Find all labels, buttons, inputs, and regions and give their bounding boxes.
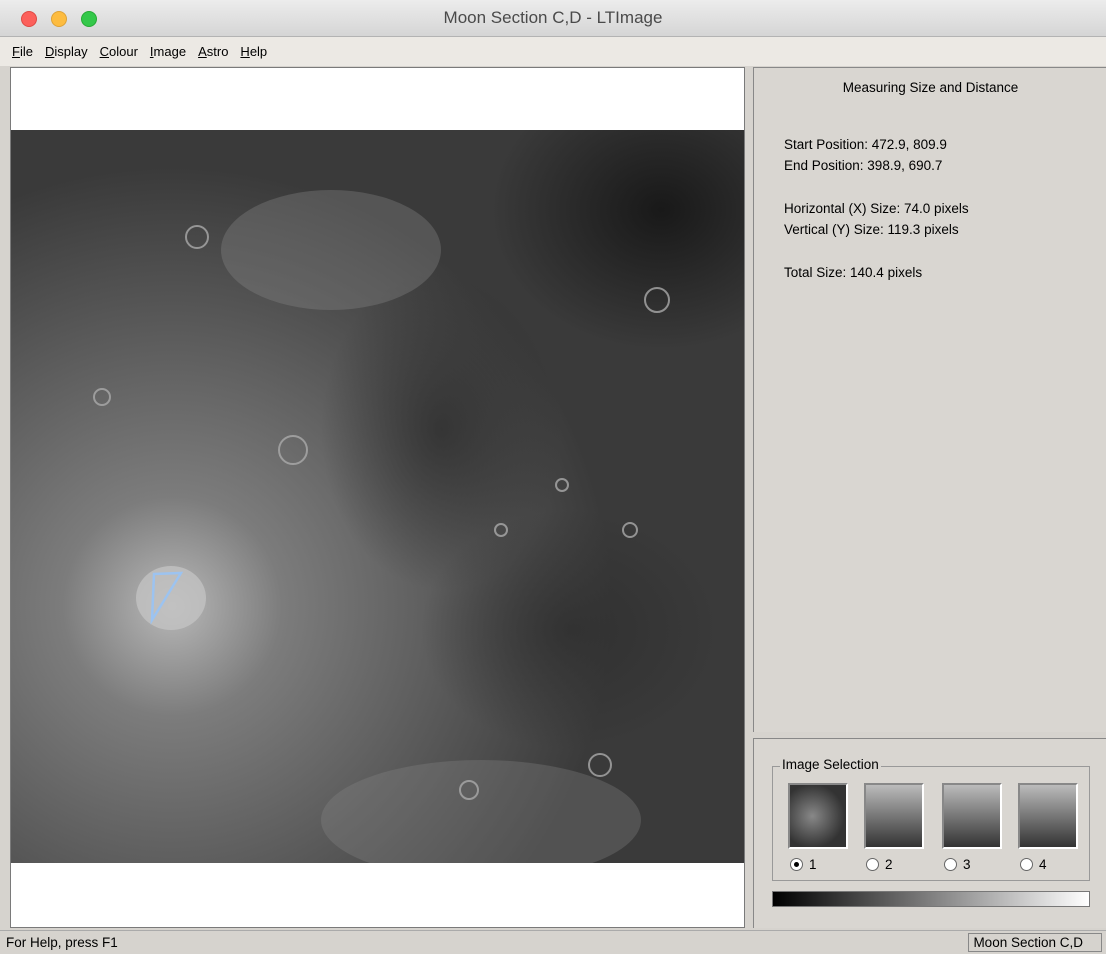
menu-item[interactable]: Astro xyxy=(198,37,228,66)
radio-label: 2 xyxy=(885,857,893,872)
app-window: {"window": {"title": "Moon Section C,D -… xyxy=(0,0,1106,953)
image-thumbnail[interactable] xyxy=(942,783,1002,849)
menu-bar: File Display Colour Image Astro Help xyxy=(0,37,1106,66)
image-view xyxy=(10,67,745,928)
measurement-line: Vertical (Y) Size: 119.3 pixels xyxy=(784,222,959,237)
image-selection-panel: Image Selection 1 2 3 4 xyxy=(753,738,1106,928)
image-thumbnail[interactable] xyxy=(1018,783,1078,849)
image-radio-option[interactable]: 3 xyxy=(944,857,971,872)
menu-item[interactable]: Display xyxy=(45,37,88,66)
measurement-line: Horizontal (X) Size: 74.0 pixels xyxy=(784,201,969,216)
measurement-line: Total Size: 140.4 pixels xyxy=(784,265,922,280)
radio-button[interactable] xyxy=(1020,858,1033,871)
image-radio-option[interactable]: 1 xyxy=(790,857,817,872)
window-title: Moon Section C,D - LTImage xyxy=(0,0,1106,36)
status-bar: For Help, press F1 Moon Section C,D xyxy=(0,930,1106,954)
image-radio-option[interactable]: 4 xyxy=(1020,857,1047,872)
title-bar: Moon Section C,D - LTImage xyxy=(0,0,1106,37)
image-thumbnail[interactable] xyxy=(788,783,848,849)
menu-item[interactable]: Image xyxy=(150,37,186,66)
moon-image xyxy=(11,130,744,863)
status-pane: Moon Section C,D xyxy=(968,933,1102,952)
radio-button[interactable] xyxy=(790,858,803,871)
image-radio-option[interactable]: 2 xyxy=(866,857,893,872)
measurement-line: End Position: 398.9, 690.7 xyxy=(784,158,942,173)
group-label: Image Selection xyxy=(780,757,881,772)
menu-item[interactable]: Colour xyxy=(100,37,138,66)
radio-label: 1 xyxy=(809,857,817,872)
status-text: For Help, press F1 xyxy=(6,935,118,950)
radio-button[interactable] xyxy=(944,858,957,871)
menu-item[interactable]: File xyxy=(12,37,33,66)
image-thumbnail[interactable] xyxy=(864,783,924,849)
panel-heading: Measuring Size and Distance xyxy=(754,80,1106,95)
radio-button[interactable] xyxy=(866,858,879,871)
radio-label: 3 xyxy=(963,857,971,872)
gradient-bar xyxy=(772,891,1090,907)
radio-label: 4 xyxy=(1039,857,1047,872)
menu-item[interactable]: Help xyxy=(240,37,267,66)
measurement-panel: Measuring Size and Distance Start Positi… xyxy=(753,67,1106,732)
measurement-line: Start Position: 472.9, 809.9 xyxy=(784,137,947,152)
